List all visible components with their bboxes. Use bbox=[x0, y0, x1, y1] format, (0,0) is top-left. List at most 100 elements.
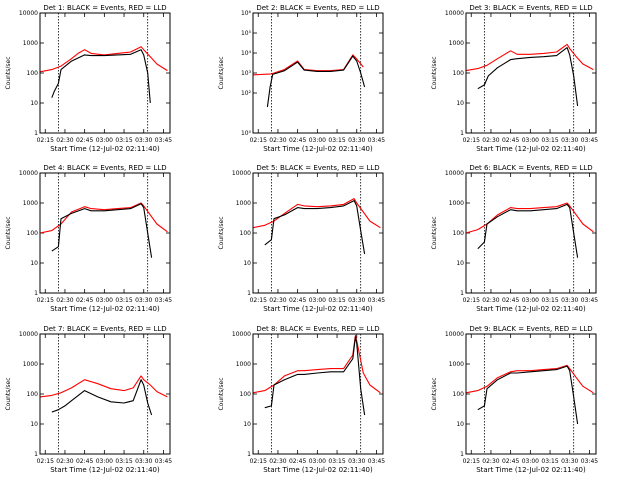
x-tick-label: 02:15 bbox=[250, 297, 267, 304]
y-tick-label: 10³ bbox=[241, 70, 252, 77]
x-tick-label: 02:30 bbox=[56, 137, 73, 144]
y-axis-label: Counts/sec bbox=[431, 56, 438, 89]
x-tick-label: 03:00 bbox=[309, 297, 326, 304]
plot-frame bbox=[465, 172, 597, 294]
panel-title: Det 3: BLACK = Events, RED = LLD bbox=[469, 4, 592, 12]
series-events-black bbox=[266, 55, 366, 108]
x-tick-label: 03:30 bbox=[561, 137, 578, 144]
x-tick-label: 02:30 bbox=[269, 458, 286, 465]
y-tick-label: 10 bbox=[456, 260, 464, 267]
x-tick-label: 03:15 bbox=[328, 137, 345, 144]
x-tick-label: 02:45 bbox=[289, 458, 306, 465]
series-events-black bbox=[51, 379, 153, 416]
series-events-black bbox=[264, 200, 366, 255]
panel-title: Det 6: BLACK = Events, RED = LLD bbox=[469, 164, 592, 172]
y-tick-label: 1 bbox=[247, 290, 251, 297]
series-events-black bbox=[264, 336, 366, 416]
panel-title: Det 7: BLACK = Events, RED = LLD bbox=[43, 325, 166, 333]
x-axis-label: Start Time (12-Jul-02 02:11:40) bbox=[50, 305, 160, 313]
series-events-black bbox=[477, 203, 579, 258]
y-tick-label: 10 bbox=[30, 100, 38, 107]
detector-panel-3: Det 3: BLACK = Events, RED = LLD Counts/s… bbox=[431, 4, 598, 153]
x-tick-label: 02:30 bbox=[482, 297, 499, 304]
series-lld-red bbox=[39, 202, 168, 234]
x-tick-label: 03:15 bbox=[328, 458, 345, 465]
y-tick-label: 10 bbox=[243, 260, 251, 267]
detector-panel-2: Det 2: BLACK = Events, RED = LLD Counts/s… bbox=[218, 4, 385, 153]
y-tick-label: 1 bbox=[34, 130, 38, 137]
panel-title: Det 8: BLACK = Events, RED = LLD bbox=[256, 325, 379, 333]
y-axis-label: Counts/sec bbox=[431, 377, 438, 410]
y-axis-label: Counts/sec bbox=[218, 56, 225, 89]
plot-frame bbox=[252, 333, 384, 455]
y-tick-label: 1000 bbox=[449, 361, 464, 368]
x-tick-label: 03:30 bbox=[135, 137, 152, 144]
x-tick-label: 03:15 bbox=[115, 137, 132, 144]
y-tick-label: 1 bbox=[34, 290, 38, 297]
x-tick-label: 03:30 bbox=[348, 137, 365, 144]
plot-frame bbox=[39, 333, 171, 455]
x-tick-label: 02:45 bbox=[502, 458, 519, 465]
plot-frame bbox=[252, 172, 384, 294]
series-lld-red bbox=[39, 46, 168, 73]
x-tick-label: 03:00 bbox=[522, 297, 539, 304]
y-tick-label: 10 bbox=[243, 421, 251, 428]
y-tick-label: 10 bbox=[30, 260, 38, 267]
y-axis-label: Counts/sec bbox=[218, 216, 225, 249]
y-tick-label: 10 bbox=[456, 100, 464, 107]
panel-title: Det 1: BLACK = Events, RED = LLD bbox=[43, 4, 166, 12]
plot-frame bbox=[465, 333, 597, 455]
y-tick-label: 1 bbox=[247, 451, 251, 458]
x-axis-label: Start Time (12-Jul-02 02:11:40) bbox=[476, 145, 586, 153]
x-tick-label: 02:30 bbox=[56, 458, 73, 465]
x-tick-label: 03:15 bbox=[328, 297, 345, 304]
y-tick-label: 10⁵ bbox=[241, 30, 252, 37]
y-tick-label: 1000 bbox=[23, 40, 38, 47]
x-tick-label: 03:45 bbox=[155, 458, 172, 465]
y-tick-label: 100 bbox=[453, 70, 465, 77]
y-tick-label: 1 bbox=[460, 130, 464, 137]
y-tick-label: 10 bbox=[456, 421, 464, 428]
y-tick-label: 10000 bbox=[19, 10, 38, 17]
x-tick-label: 02:15 bbox=[37, 458, 54, 465]
detector-panel-1: Det 1: BLACK = Events, RED = LLD Counts/s… bbox=[5, 4, 172, 153]
y-tick-label: 10000 bbox=[445, 170, 464, 177]
x-tick-label: 02:45 bbox=[76, 297, 93, 304]
plot-frame bbox=[465, 12, 597, 134]
series-lld-red bbox=[465, 43, 594, 72]
y-tick-label: 10⁴ bbox=[241, 50, 252, 57]
x-tick-label: 02:45 bbox=[289, 297, 306, 304]
y-tick-label: 10000 bbox=[19, 170, 38, 177]
x-tick-label: 03:00 bbox=[96, 137, 113, 144]
x-axis-label: Start Time (12-Jul-02 02:11:40) bbox=[263, 305, 373, 313]
y-axis-label: Counts/sec bbox=[5, 56, 12, 89]
x-axis-label: Start Time (12-Jul-02 02:11:40) bbox=[476, 466, 586, 474]
x-tick-label: 02:15 bbox=[37, 297, 54, 304]
x-tick-label: 03:15 bbox=[541, 458, 558, 465]
detector-panel-6: Det 6: BLACK = Events, RED = LLD Counts/s… bbox=[431, 164, 598, 313]
y-tick-label: 100 bbox=[453, 391, 465, 398]
x-axis-label: Start Time (12-Jul-02 02:11:40) bbox=[476, 305, 586, 313]
x-axis-label: Start Time (12-Jul-02 02:11:40) bbox=[263, 466, 373, 474]
series-events-black bbox=[51, 49, 151, 104]
x-tick-label: 02:15 bbox=[250, 458, 267, 465]
detector-panel-7: Det 7: BLACK = Events, RED = LLD Counts/s… bbox=[5, 325, 172, 474]
x-tick-label: 03:00 bbox=[309, 137, 326, 144]
y-axis-label: Counts/sec bbox=[5, 377, 12, 410]
series-lld-red bbox=[252, 334, 381, 394]
x-tick-label: 03:15 bbox=[115, 458, 132, 465]
series-lld-red bbox=[252, 198, 381, 229]
plot-frame bbox=[39, 172, 171, 294]
x-tick-label: 03:00 bbox=[96, 297, 113, 304]
x-tick-label: 02:15 bbox=[463, 137, 480, 144]
x-tick-label: 02:45 bbox=[76, 458, 93, 465]
x-tick-label: 03:45 bbox=[581, 297, 598, 304]
x-tick-label: 03:45 bbox=[368, 137, 385, 144]
series-lld-red bbox=[252, 54, 364, 76]
x-tick-label: 02:45 bbox=[502, 297, 519, 304]
y-tick-label: 10000 bbox=[232, 331, 251, 338]
x-tick-label: 02:30 bbox=[269, 297, 286, 304]
y-tick-label: 1000 bbox=[236, 361, 251, 368]
y-tick-label: 100 bbox=[453, 230, 465, 237]
y-tick-label: 10² bbox=[241, 90, 252, 97]
